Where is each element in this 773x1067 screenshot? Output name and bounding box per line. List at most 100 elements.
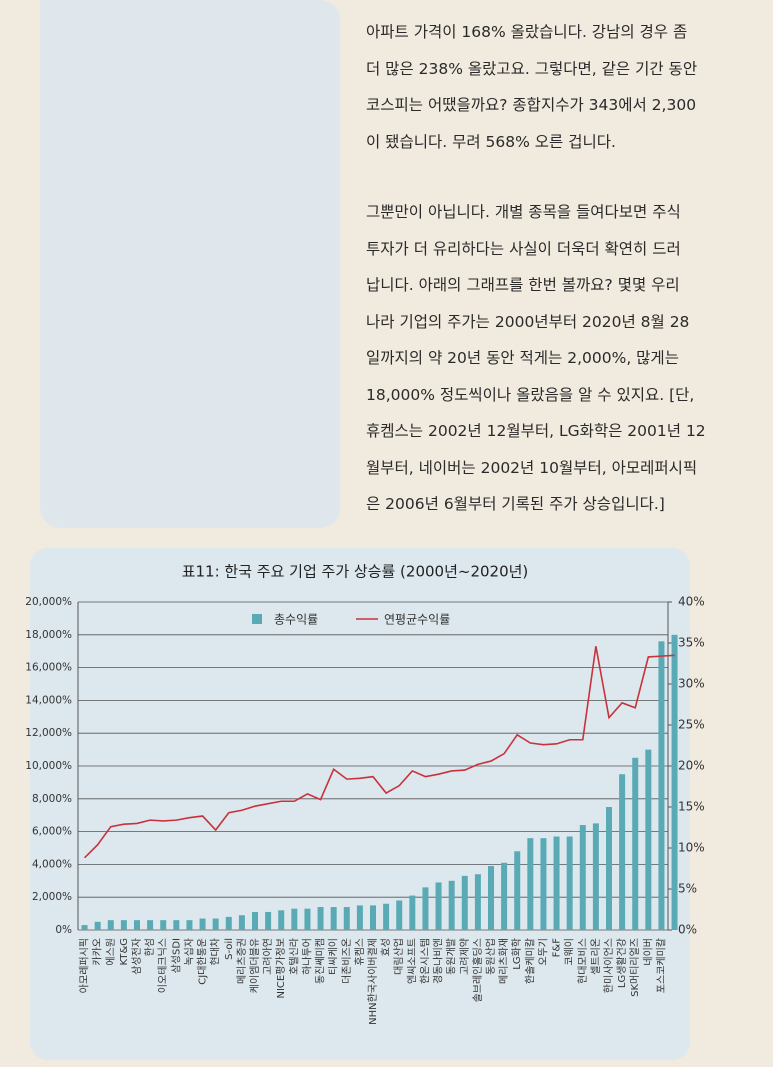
bar <box>304 908 311 930</box>
y2-tick-label: 30% <box>678 677 705 691</box>
x-tick-label: 삼성전자 <box>131 938 143 975</box>
bar <box>435 882 442 930</box>
x-tick-label: 셀트리온 <box>590 938 602 975</box>
y2-tick-label: 20% <box>678 759 705 773</box>
chart-title: 표11: 한국 주요 기업 주가 상승률 (2000년~2020년) <box>182 563 529 581</box>
y-tick-label: 18,000% <box>25 629 72 641</box>
bar <box>422 887 429 930</box>
x-tick-label: 삼성SDI <box>170 938 182 973</box>
text-line: 그뿐만이 아닙니다. 개별 종목을 들여다보면 주식 <box>366 203 681 221</box>
bar <box>278 910 285 930</box>
bar <box>199 918 206 930</box>
x-tick-label: 엔씨소프트 <box>406 938 418 984</box>
x-tick-label: 경동나비엔 <box>432 938 445 984</box>
x-tick-label: 솔브레인홀딩스 <box>471 938 484 1002</box>
bar <box>553 836 560 930</box>
x-tick-label: 녹십자 <box>183 938 195 966</box>
x-tick-label: 호텔신라 <box>288 938 300 975</box>
y-tick-label: 2,000% <box>32 891 72 903</box>
x-tick-label: 에스원 <box>105 938 117 966</box>
bar <box>671 634 678 930</box>
bar <box>448 880 455 930</box>
y-tick-label: 10,000% <box>25 760 72 772</box>
bar <box>94 921 101 930</box>
x-tick-label: 동진쎄미켐 <box>315 938 327 984</box>
x-tick-label: 더존비즈온 <box>341 938 353 984</box>
y-tick-label: 16,000% <box>25 662 72 674</box>
text-line: 투자가 더 유리하다는 사실이 더욱더 확연히 드러 <box>366 239 681 258</box>
x-tick-label: 이오테크닉스 <box>157 938 169 993</box>
bar <box>606 807 612 930</box>
bar <box>619 774 626 930</box>
bar <box>592 823 599 930</box>
x-tick-label: NHN한국사이버결제 <box>367 938 379 1025</box>
text-line: 휴켐스는 2002년 12월부터, LG화학은 2001년 12 <box>366 422 706 440</box>
text-line: 이 됐습니다. 무려 568% 오른 겁니다. <box>366 132 616 151</box>
y-tick-label: 6,000% <box>32 826 72 838</box>
x-tick-label: 고려제약 <box>459 938 471 975</box>
y2-tick-label: 25% <box>678 718 705 732</box>
line <box>83 646 675 859</box>
x-tick-label: 효성 <box>380 938 392 956</box>
x-tick-label: 한솔케미칼 <box>523 938 536 984</box>
bar <box>81 925 88 930</box>
bar <box>527 838 534 930</box>
bar <box>566 836 573 930</box>
bar <box>488 866 494 930</box>
bar <box>147 920 154 930</box>
x-tick-label: 현대모비스 <box>577 938 589 984</box>
bar <box>645 749 652 930</box>
text-line: 18,000% 정도씩이나 올랐음을 알 수 있지요. [단, <box>366 385 695 404</box>
x-tick-label: 메리츠증권 <box>236 938 248 984</box>
bar <box>409 895 416 930</box>
bar <box>383 903 390 930</box>
illustration-placeholder <box>40 0 340 528</box>
bar <box>134 920 140 930</box>
y-tick-label: 14,000% <box>25 694 72 706</box>
bar <box>265 911 272 930</box>
x-tick-label: 동원개발 <box>446 938 458 975</box>
x-tick-label: 아모레퍼시픽 <box>79 938 91 993</box>
x-tick-label: 한온시스템 <box>419 938 431 984</box>
x-tick-label: 포스코케미칼 <box>654 938 667 993</box>
bar <box>160 920 167 930</box>
y2-tick-label: 0% <box>678 923 697 937</box>
text-line: 납니다. 아래의 그래프를 한번 볼까요? 몇몇 우리 <box>366 276 680 294</box>
bar <box>212 918 219 930</box>
y-tick-label: 8,000% <box>32 793 72 805</box>
x-tick-label: 현대차 <box>210 938 222 966</box>
x-tick-label: KT&G <box>119 938 130 965</box>
y-tick-label: 0% <box>55 924 72 936</box>
bar <box>461 875 468 930</box>
bar <box>173 920 180 930</box>
bar <box>238 915 245 930</box>
bar <box>501 862 508 930</box>
x-tick-label: 한섬 <box>144 938 156 956</box>
x-tick-label: 케이엠더블유 <box>249 938 261 993</box>
text-line: 일까지의 약 20년 동안 적게는 2,000%, 많게는 <box>366 349 679 367</box>
x-tick-label: 메리츠화재 <box>498 938 510 984</box>
bar <box>330 907 337 930</box>
legend-label: 총수익률 <box>274 613 318 627</box>
text-line: 코스피는 어땠을까요? 종합지수가 343에서 2,300 <box>366 96 697 114</box>
x-tick-label: 대림산업 <box>392 938 405 975</box>
bar <box>252 911 258 930</box>
bar <box>514 851 521 930</box>
bar <box>356 905 363 930</box>
text-line: 아파트 가격이 168% 올랐습니다. 강남의 경우 좀 <box>366 23 688 41</box>
bar <box>343 907 350 930</box>
x-tick-label: 휴켐스 <box>354 938 366 966</box>
bar <box>632 757 639 930</box>
y-tick-label: 12,000% <box>25 727 72 739</box>
text-line: 은 2006년 6월부터 기록된 주가 상승입니다.] <box>366 495 665 513</box>
bar <box>370 905 376 930</box>
text-line: 더 많은 238% 올랐고요. 그렇다면, 같은 기간 동안 <box>366 59 698 78</box>
y2-tick-label: 5% <box>678 882 697 896</box>
bar <box>107 920 114 930</box>
text-line: 월부터, 네이버는 2002년 10월부터, 아모레퍼시픽 <box>366 458 698 477</box>
x-tick-label: LG생활건강 <box>615 938 628 988</box>
